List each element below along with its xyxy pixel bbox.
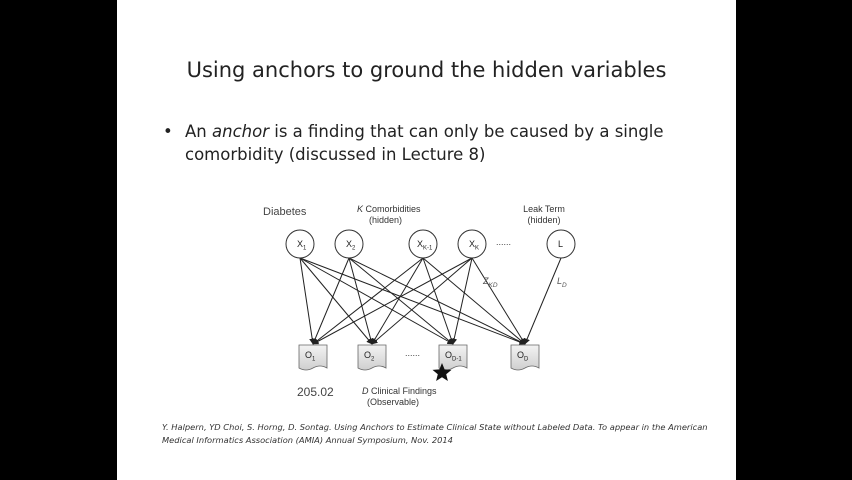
hidden-nodes: X1 X2 XK-1 XK L <box>285 229 576 259</box>
bayesian-network-diagram: Diabetes K Comorbidities (hidden) Leak T… <box>263 204 576 407</box>
edge-label-ld: LD <box>557 276 567 289</box>
findings-label-rest: Clinical Findings <box>369 386 438 396</box>
hidden-node-circle <box>408 229 438 259</box>
anchor-code: 205.02 <box>297 385 334 399</box>
comorbidities-label-rest: Comorbidities <box>363 204 421 214</box>
findings-label: D Clinical Findings <box>362 386 437 396</box>
edge-arrow <box>471 257 526 345</box>
edge-arrow <box>348 257 374 345</box>
hidden-node-circle <box>457 229 487 259</box>
diabetes-label: Diabetes <box>263 206 307 218</box>
slide-title: Using anchors to ground the hidden varia… <box>186 58 667 82</box>
edge-arrow <box>348 257 526 345</box>
bullet-text-pre: An <box>185 122 212 141</box>
edge-label-ld-main: L <box>557 276 562 286</box>
finding-node-label: O1 <box>305 350 316 363</box>
hidden-node-circle <box>334 229 364 259</box>
hidden-node: X2 <box>334 229 364 259</box>
hidden-node-circle <box>285 229 315 259</box>
finding-node: O2 <box>357 344 387 371</box>
hidden-node-label: L <box>558 239 563 249</box>
bullet-marker: • <box>163 122 173 141</box>
finding-node: O1 <box>298 344 328 371</box>
edges <box>299 257 562 345</box>
edge-arrow <box>371 257 473 345</box>
edge-arrow <box>299 257 316 345</box>
leak-term-label: Leak Term <box>523 204 565 214</box>
finding-node: OD-1 <box>438 344 468 371</box>
edge-arrow <box>312 257 350 345</box>
bullet-text-post: is a finding that can only be caused by … <box>185 122 664 164</box>
comorbidities-label: K Comorbidities <box>357 204 421 214</box>
finding-node-label: O2 <box>364 350 375 363</box>
edge-arrow <box>348 257 454 345</box>
hidden-node: X1 <box>285 229 315 259</box>
edge-arrow <box>299 257 454 345</box>
finding-node-label: OD <box>517 350 529 363</box>
finding-node-label: OD-1 <box>445 350 462 363</box>
edge-arrow <box>524 257 562 345</box>
finding-nodes: O1 O2 OD-1 OD <box>298 344 540 371</box>
document-icon <box>510 344 540 371</box>
edge-arrow <box>422 257 526 345</box>
edge-arrow <box>312 257 473 345</box>
edge-arrow <box>299 257 373 345</box>
hidden-node-circle <box>546 229 576 259</box>
comorbidities-label-var: K <box>357 204 364 214</box>
edge-label-zkd: ZKD <box>482 276 498 289</box>
citation: Y. Halpern, YD Choi, S. Horng, D. Sontag… <box>162 422 708 445</box>
document-icon <box>357 344 387 371</box>
edge-arrow <box>371 257 424 345</box>
hidden-node-label: X2 <box>346 239 356 252</box>
document-icon <box>298 344 328 371</box>
findings-observable-label: (Observable) <box>367 397 419 407</box>
edge-arrow <box>451 257 473 345</box>
hidden-node-label: X1 <box>297 239 307 252</box>
edge-arrow <box>422 257 455 345</box>
hidden-node-label: XK-1 <box>417 239 433 252</box>
bullet-text: An anchor is a finding that can only be … <box>185 120 695 166</box>
edge-arrow <box>299 257 526 345</box>
hidden-node: L <box>546 229 576 259</box>
leak-hidden-label: (hidden) <box>527 215 560 225</box>
slide: Using anchors to ground the hidden varia… <box>117 0 736 480</box>
hidden-node-label: XK <box>469 239 479 252</box>
hidden-node: XK-1 <box>408 229 438 259</box>
finding-node: OD <box>510 344 540 371</box>
edge-arrow <box>312 257 424 345</box>
hidden-nodes-ellipsis: ...... <box>496 237 511 247</box>
edge-label-zkd-sub: KD <box>489 282 498 289</box>
edge-label-ld-sub: D <box>562 282 567 289</box>
hidden-node: XK <box>457 229 487 259</box>
edge-label-zkd-main: Z <box>482 276 489 286</box>
anchor-star-icon <box>432 363 452 381</box>
bullet-emphasis: anchor <box>212 122 269 141</box>
comorbidities-hidden-label: (hidden) <box>369 215 402 225</box>
findings-ellipsis: ...... <box>405 348 420 358</box>
findings-label-var: D <box>362 386 369 396</box>
